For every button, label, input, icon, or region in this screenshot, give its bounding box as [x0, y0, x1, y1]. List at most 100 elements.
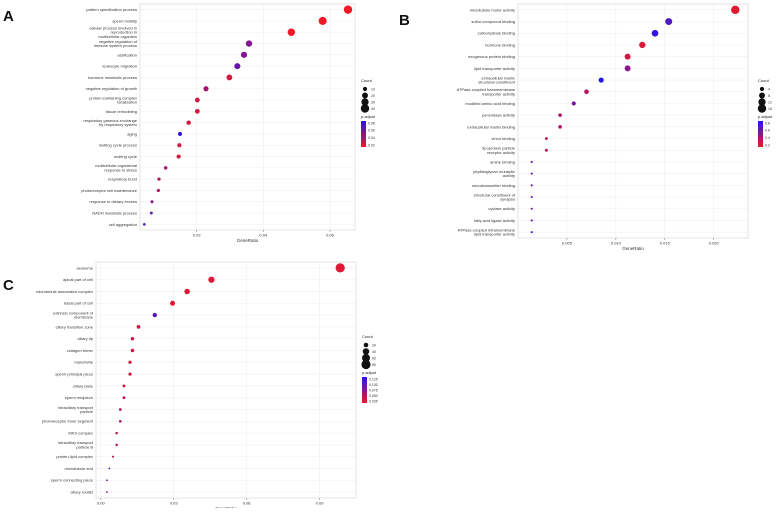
x-tick-label: 0.00 [97, 501, 106, 506]
count-legend-label: 16 [768, 107, 772, 111]
data-point [128, 360, 132, 364]
y-category-label: apical part of cell [63, 277, 93, 282]
y-category-label: protein-containing complex localization [89, 95, 137, 104]
padjust-legend-label: 0.04 [368, 136, 375, 140]
data-point [343, 5, 353, 14]
count-legend-dot [758, 98, 766, 106]
data-point [130, 336, 135, 341]
padjust-legend-label: 0.08 [368, 121, 375, 125]
data-point [106, 479, 108, 482]
data-point [106, 491, 108, 493]
y-category-label: sperm midpiece [65, 395, 94, 400]
count-legend-dot [362, 348, 370, 355]
y-category-label: sperm principal piece [55, 372, 94, 377]
panel-label-b: B [399, 12, 410, 29]
data-point [194, 97, 200, 103]
panel-label-c: C [3, 277, 14, 294]
y-category-label: structural constituent of synapse [474, 192, 516, 201]
panel-c: 0.00 0.03 0.06 0.09 axoneme apical part of ce… [36, 261, 378, 511]
x-axis-title: GeneRatio [622, 246, 644, 251]
data-point [530, 231, 533, 234]
data-point [530, 160, 533, 163]
y-category-label: ATPase-coupled transmembrane transporter … [457, 87, 516, 96]
data-point [136, 325, 141, 329]
data-point [544, 137, 548, 141]
plot-area [95, 261, 357, 499]
plot-area [139, 3, 356, 231]
y-category-label: respiratory gaseous exchange by respirato… [83, 118, 137, 127]
y-category-label: lipoprotein particle receptor activity [483, 146, 516, 155]
y-category-label: virion binding [491, 136, 515, 141]
y-category-label: aging [127, 131, 137, 136]
y-category-label: lipid transporter activity [474, 66, 515, 71]
x-axis-title: GeneRatio [237, 238, 259, 243]
data-point [184, 288, 190, 295]
data-point [530, 207, 533, 210]
y-category-label: modified amino acid binding [465, 101, 515, 106]
data-point [651, 29, 659, 37]
data-point [150, 200, 154, 204]
padjust-colorbar [758, 121, 763, 147]
padjust-legend-label: 0.025 [369, 399, 378, 403]
count-legend-dot [363, 342, 369, 348]
data-point [598, 77, 604, 83]
x-tick-label: 0.020 [709, 241, 720, 246]
padjust-colorbar [361, 121, 366, 147]
count-legend-label: 60 [372, 356, 376, 360]
padjust-legend-label: 0.06 [368, 129, 375, 133]
padjust-legend-title: p.adjust [361, 114, 376, 119]
count-legend-dot [759, 92, 765, 99]
y-category-label: amine binding [490, 159, 515, 164]
y-category-label: microtubule motor activity [470, 7, 515, 12]
y-category-label: protein-lipid complex [56, 454, 93, 459]
y-category-label: molting cycle process [99, 143, 137, 148]
data-point [157, 177, 161, 181]
padjust-legend-label: 0.125 [369, 377, 378, 381]
x-tick-label: 0.005 [562, 241, 573, 246]
count-legend-dot [362, 86, 368, 92]
data-point [558, 125, 562, 129]
data-point [335, 263, 345, 273]
data-point [115, 431, 118, 435]
data-point [177, 131, 183, 137]
padjust-legend-label: 0.8 [765, 121, 770, 125]
y-category-label: sperm motility [112, 18, 137, 23]
y-category-label: extracellular matrix structural constitue… [478, 75, 516, 84]
count-legend-label: 80 [372, 363, 376, 367]
padjust-legend-label: 0.050 [369, 394, 378, 398]
count-legend-label: 30 [371, 100, 375, 104]
data-point [122, 384, 126, 388]
y-category-label: ciliary rootlet [71, 490, 94, 495]
padjust-legend-label: 0.075 [369, 388, 378, 392]
padjust-legend-title: p.adjust [362, 370, 377, 375]
data-point [530, 172, 533, 175]
y-category-label: peroxidase activity [482, 113, 515, 118]
y-category-label: microtubule associated complex [36, 289, 93, 294]
y-category-label: cyclase activity [488, 206, 515, 211]
data-point [203, 86, 209, 92]
y-category-label: tissue remodeling [106, 109, 137, 114]
count-legend-dot [360, 104, 370, 113]
data-point [128, 372, 132, 376]
y-category-label: extracellular matrix binding [467, 124, 515, 129]
x-tick-label: 0.06 [243, 501, 252, 506]
x-tick-label: 0.04 [259, 233, 268, 238]
x-tick-label: 0.03 [170, 501, 179, 506]
data-point [111, 455, 115, 458]
count-legend-dot [759, 86, 765, 92]
data-point [156, 188, 160, 193]
data-point [530, 196, 533, 199]
y-category-label: neurotransmitter binding [472, 183, 515, 188]
y-category-label: collagen trimer [67, 348, 94, 353]
y-category-label: hormone binding [485, 42, 515, 47]
data-point [186, 120, 191, 125]
data-point [118, 419, 122, 423]
padjust-legend-label: 0.6 [765, 129, 770, 133]
count-legend-label: 40 [372, 350, 376, 354]
data-point [245, 40, 253, 47]
data-point [208, 276, 215, 283]
data-point [639, 41, 646, 49]
y-category-label: ciliary transition zone [56, 324, 94, 329]
data-point [530, 219, 533, 222]
count-legend-title: Count [758, 78, 770, 83]
